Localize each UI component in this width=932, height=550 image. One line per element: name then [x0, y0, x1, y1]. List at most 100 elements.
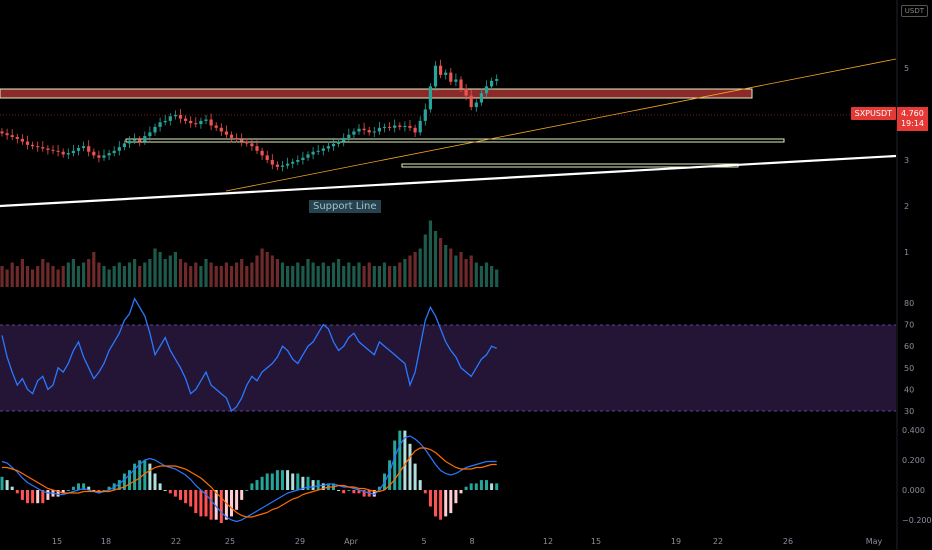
time-tick-label: Apr — [344, 537, 359, 546]
mid-zone[interactable] — [125, 138, 785, 143]
candle-body — [194, 123, 198, 125]
volume-bar — [214, 266, 218, 287]
candle-body — [41, 147, 45, 149]
rsi-tick-label: 30 — [904, 407, 914, 416]
volume-bar — [444, 245, 448, 287]
volume-bar — [153, 248, 157, 287]
time-tick-label: 22 — [713, 537, 723, 546]
candle-body — [490, 80, 494, 87]
volume-bar — [372, 266, 376, 287]
volume-bar — [245, 266, 249, 287]
volume-bar — [41, 259, 45, 287]
volume-bar — [209, 262, 213, 287]
macd-hist-bar — [459, 490, 463, 494]
rsi-line — [1, 297, 497, 413]
macd-hist-bar — [107, 486, 111, 490]
macd-hist-bar — [230, 490, 233, 517]
candle-body — [204, 119, 208, 121]
price-tick-label: 2 — [904, 202, 909, 211]
macd-hist-bar — [46, 490, 50, 500]
candle-body — [342, 137, 346, 142]
candle-body — [66, 153, 70, 155]
volume-bar — [148, 259, 152, 287]
macd-hist-bar — [214, 490, 218, 520]
macd-hist-bar — [143, 460, 147, 490]
volume-bar — [474, 262, 478, 287]
macd-hist-bar — [296, 473, 300, 490]
time-tick-label: May — [866, 537, 883, 546]
volume-bar — [117, 262, 121, 287]
candle-body — [439, 65, 443, 75]
support-line[interactable] — [0, 154, 897, 208]
support-line-label[interactable]: Support Line — [309, 200, 381, 213]
volume-bar — [260, 248, 264, 287]
resistance-zone[interactable] — [0, 88, 753, 99]
volume-bar — [464, 259, 468, 287]
candle-body — [382, 126, 387, 128]
volume-bar — [337, 259, 341, 287]
currency-badge[interactable]: USDT — [900, 5, 928, 17]
macd-hist-bar — [128, 470, 131, 490]
macd-hist-bar — [398, 430, 402, 490]
volume-bar — [326, 266, 330, 287]
volume-bar — [433, 231, 438, 287]
macd-hist-bar — [428, 490, 432, 507]
volume-bar — [15, 266, 19, 287]
volume-bar — [61, 266, 65, 287]
candle-body — [153, 126, 157, 133]
volume-bar — [495, 269, 499, 287]
volume-bar — [321, 262, 325, 287]
volume-bar — [280, 262, 285, 287]
candle-body — [102, 155, 106, 158]
candle-body — [235, 137, 239, 140]
candle-body — [173, 114, 177, 117]
volume-bar — [479, 266, 483, 287]
candle-body — [484, 86, 489, 94]
rsi-tick-label: 80 — [904, 299, 914, 308]
candle-body — [224, 131, 228, 135]
candle-body — [143, 136, 147, 142]
volume-bar — [490, 266, 494, 287]
candle-body — [495, 79, 499, 81]
macd-hist-bar — [377, 486, 381, 490]
candlesticks — [0, 59, 499, 172]
candle-body — [82, 146, 86, 149]
macd-line — [1, 435, 497, 523]
macd-hist-bar — [194, 490, 198, 514]
candle-body — [117, 147, 121, 151]
macd-hist-bar — [479, 480, 483, 490]
volume-bar — [229, 266, 234, 287]
macd-hist-bar — [235, 490, 239, 510]
macd-hist-bar — [444, 490, 448, 517]
macd-hist-bar — [337, 490, 341, 491]
volume-bar — [398, 262, 402, 287]
volume-bar — [403, 259, 407, 287]
price-badge: 4.760 19:14 — [896, 107, 928, 131]
price-tick-label: 3 — [904, 156, 909, 165]
volume-bar — [71, 259, 75, 287]
macd-hist-bar — [275, 470, 279, 490]
volume-bar — [240, 259, 244, 287]
macd-hist-bar — [469, 483, 473, 490]
volume-bar — [102, 266, 106, 287]
drawing-zones[interactable] — [0, 88, 785, 168]
macd-hist-bar — [439, 490, 443, 520]
candle-body — [61, 151, 65, 155]
candle-body — [428, 86, 432, 110]
rsi-band — [0, 325, 896, 411]
candle-body — [367, 130, 371, 133]
candle-body — [444, 72, 448, 75]
macd-hist-bar — [464, 486, 468, 490]
candle-body — [326, 146, 330, 149]
current-price: 4.760 — [900, 109, 924, 118]
candle-body — [347, 134, 351, 138]
macd-hist-bar — [82, 483, 86, 490]
macd-hist-bar — [311, 480, 315, 490]
trend-line[interactable] — [225, 58, 897, 192]
macd-hist-bar — [321, 483, 325, 490]
volume-bar — [82, 262, 86, 287]
candle-body — [479, 93, 483, 103]
volume-bar — [107, 269, 111, 287]
macd-hist-bar — [352, 490, 356, 494]
